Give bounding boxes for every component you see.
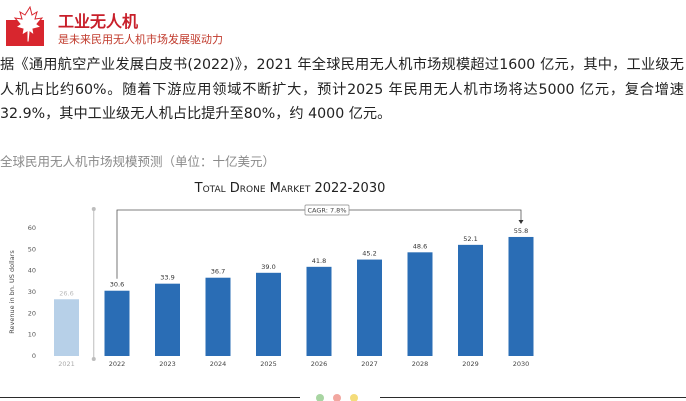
data-label: 33.9 — [160, 274, 174, 282]
pagination-dots — [316, 394, 358, 401]
data-label: 48.6 — [413, 242, 427, 250]
x-tick-label: 2023 — [159, 360, 176, 368]
chart-title: Total Drone Market 2022-2030 — [194, 181, 386, 196]
y-tick-label: 60 — [28, 224, 36, 232]
x-tick-label: 2027 — [361, 360, 378, 368]
bar — [205, 277, 231, 356]
bar — [508, 236, 534, 356]
cagr-annotation: CAGR: 7.8% — [116, 204, 524, 279]
article-paragraph: 据《通用航空产业发展白皮书(2022)》，2021 年全球民用无人机市场规模超过… — [0, 57, 684, 122]
page-dot — [316, 394, 324, 401]
data-label: 55.8 — [514, 227, 528, 235]
section-subtitle: 是未来民用无人机市场发展驱动力 — [58, 33, 223, 46]
separator-dot — [91, 207, 96, 211]
y-axis-label: Revenue in bn. US dollars — [8, 250, 16, 334]
x-tick-label: 2030 — [513, 360, 530, 368]
y-axis: 0 10 20 30 40 50 60 — [28, 207, 96, 361]
y-tick-label: 10 — [28, 331, 36, 339]
cagr-arrowhead — [518, 219, 524, 224]
maple-leaf-icon — [6, 6, 44, 46]
y-tick-label: 0 — [32, 352, 36, 360]
bar — [155, 283, 180, 356]
bar — [104, 290, 130, 356]
y-tick-label: 50 — [28, 245, 36, 253]
data-label: 52.1 — [463, 235, 477, 243]
x-tick-label: 2025 — [260, 360, 277, 368]
data-label: 45.2 — [362, 250, 376, 258]
x-tick-label: 2022 — [109, 360, 126, 368]
bar — [458, 244, 483, 356]
page-dot — [350, 394, 358, 401]
divider-left — [0, 397, 300, 398]
data-label: 36.7 — [211, 268, 225, 276]
data-label: 26.6 — [59, 289, 73, 297]
article-header: 工业无人机 是未来民用无人机市场发展驱动力 — [0, 0, 686, 48]
x-tick-label: 2024 — [210, 360, 227, 368]
bar-series: 26.6 2021 30.6 2022 33.9 2023 36.7 2024 39.0 2025… — [54, 227, 534, 368]
cagr-label: CAGR: 7.8% — [308, 206, 347, 214]
data-label: 39.0 — [261, 263, 275, 271]
x-tick-label: 2021 — [58, 360, 75, 368]
separator-dot — [91, 357, 96, 361]
cagr-box — [304, 204, 350, 216]
y-tick-label: 30 — [28, 288, 36, 296]
data-label: 30.6 — [110, 281, 124, 289]
bar — [357, 259, 382, 356]
bar — [306, 266, 332, 356]
bar — [256, 272, 281, 356]
y-tick-label: 20 — [28, 309, 36, 317]
bar — [54, 299, 79, 356]
x-tick-label: 2026 — [311, 360, 328, 368]
x-tick-label: 2029 — [462, 360, 479, 368]
bar — [407, 252, 433, 356]
chart-caption: 全球民用无人机市场规模预测（单位：十亿美元） — [0, 154, 276, 169]
data-label: 41.8 — [312, 257, 326, 265]
page-dot — [333, 394, 341, 401]
divider-right — [380, 397, 686, 398]
section-title: 工业无人机 — [58, 12, 139, 31]
drone-market-chart: Total Drone Market 2022-2030 Revenue in … — [8, 181, 534, 368]
y-tick-label: 40 — [28, 267, 36, 275]
x-tick-label: 2028 — [412, 360, 429, 368]
